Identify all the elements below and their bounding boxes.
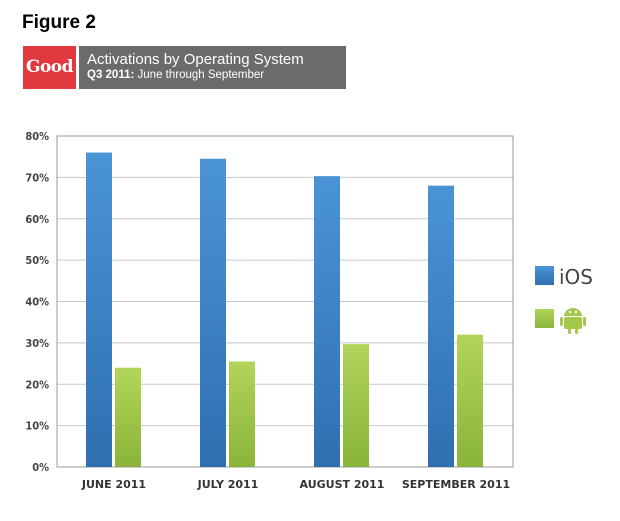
subtitle-range: June through September — [134, 69, 265, 81]
figure-label: Figure 2 — [22, 12, 96, 33]
android-bar — [343, 344, 369, 467]
y-tick-label: 30% — [25, 337, 49, 350]
x-category-label: SEPTEMBER 2011 — [402, 478, 510, 491]
y-tick-label: 20% — [25, 378, 49, 391]
chart-banner: Activations by Operating System Q3 2011:… — [79, 46, 346, 89]
x-category-label: JULY 2011 — [197, 478, 259, 491]
chart-subtitle: Q3 2011: June through September — [87, 68, 338, 82]
y-tick-label: 0% — [32, 461, 49, 474]
ios-bar — [200, 158, 226, 467]
good-logo: Good — [23, 46, 76, 89]
ios-bar — [86, 152, 112, 468]
android-robot-icon — [560, 308, 586, 334]
y-tick-label: 10% — [25, 420, 49, 433]
android-bar — [457, 334, 483, 467]
legend-swatch-android — [535, 309, 554, 328]
x-category-label: JUNE 2011 — [81, 478, 146, 491]
y-tick-label: 60% — [25, 213, 49, 226]
y-tick-label: 40% — [25, 296, 49, 309]
y-tick-label: 80% — [25, 130, 49, 143]
x-category-label: AUGUST 2011 — [300, 478, 385, 491]
legend-label-ios: iOS — [559, 265, 593, 289]
android-bar — [115, 367, 141, 467]
ios-bar — [314, 176, 340, 468]
y-tick-label: 50% — [25, 254, 49, 267]
subtitle-period: Q3 2011: — [87, 69, 135, 81]
android-bar — [229, 361, 255, 467]
y-tick-label: 70% — [25, 171, 49, 184]
plot-frame — [56, 135, 514, 468]
chart-title: Activations by Operating System — [87, 51, 304, 68]
ios-bar — [428, 185, 454, 467]
legend-swatch-ios — [535, 266, 554, 285]
